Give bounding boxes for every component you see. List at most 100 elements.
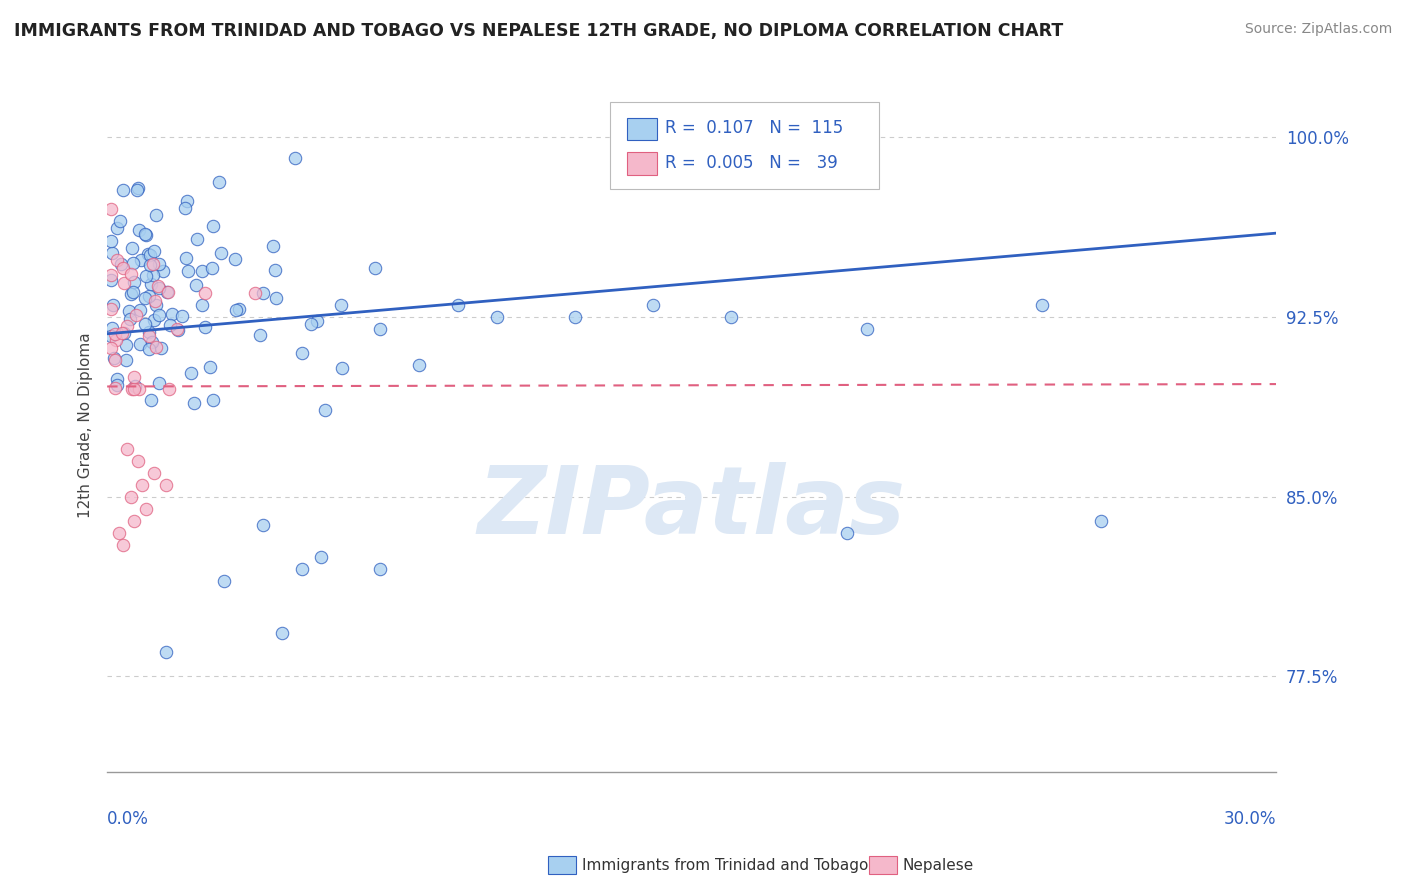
Point	[177, 263, 200, 277]
Point	[307, 314, 329, 328]
Point	[129, 253, 152, 268]
Point	[856, 322, 879, 336]
Point	[100, 328, 122, 343]
Point	[101, 297, 124, 311]
Point	[101, 245, 124, 260]
Point	[155, 645, 177, 659]
Point	[1031, 298, 1053, 312]
Text: Source: ZipAtlas.com: Source: ZipAtlas.com	[1244, 22, 1392, 37]
Point	[114, 338, 136, 352]
Point	[641, 298, 664, 312]
Point	[364, 261, 387, 276]
Point	[252, 518, 274, 533]
Point	[209, 246, 232, 260]
Point	[245, 286, 267, 301]
Point	[148, 257, 170, 271]
Point	[176, 194, 198, 209]
Point	[142, 244, 165, 259]
Point	[174, 251, 197, 265]
Point	[329, 298, 352, 312]
Point	[142, 256, 165, 270]
Point	[191, 298, 214, 312]
Text: ZIPatlas: ZIPatlas	[478, 462, 905, 554]
FancyBboxPatch shape	[627, 153, 657, 175]
Point	[368, 322, 391, 336]
Point	[148, 278, 170, 293]
Point	[186, 278, 208, 293]
Point	[837, 525, 859, 540]
Point	[138, 342, 160, 356]
Point	[112, 277, 135, 291]
Point	[1090, 514, 1112, 528]
Point	[564, 310, 586, 324]
Point	[139, 393, 162, 408]
Point	[122, 256, 145, 270]
Point	[264, 262, 287, 277]
Text: 0.0%: 0.0%	[107, 810, 149, 829]
Point	[139, 248, 162, 262]
FancyBboxPatch shape	[627, 118, 657, 140]
Point	[408, 358, 430, 372]
Point	[160, 306, 183, 320]
Point	[111, 326, 134, 340]
Point	[143, 313, 166, 327]
Point	[120, 490, 142, 504]
Point	[127, 454, 149, 468]
Point	[201, 261, 224, 276]
Point	[183, 396, 205, 410]
Point	[138, 325, 160, 339]
Point	[111, 538, 134, 552]
Point	[115, 319, 138, 334]
Point	[104, 352, 127, 367]
Point	[152, 263, 174, 277]
Point	[122, 382, 145, 396]
Point	[138, 329, 160, 343]
Point	[104, 326, 127, 341]
Point	[485, 310, 508, 324]
Point	[193, 286, 215, 301]
Point	[101, 321, 124, 335]
Point	[120, 267, 142, 281]
Point	[173, 201, 195, 215]
Point	[134, 291, 156, 305]
Point	[134, 318, 156, 332]
Point	[330, 360, 353, 375]
Point	[108, 525, 131, 540]
Point	[134, 227, 156, 242]
Point	[104, 381, 127, 395]
Point	[118, 311, 141, 326]
Point	[208, 175, 231, 189]
Point	[138, 289, 160, 303]
Point	[150, 342, 173, 356]
Point	[314, 403, 336, 417]
Point	[105, 252, 128, 267]
Point	[145, 208, 167, 222]
Point	[135, 228, 157, 243]
Point	[100, 268, 122, 283]
Point	[136, 247, 159, 261]
Text: Nepalese: Nepalese	[903, 858, 974, 872]
Point	[100, 302, 122, 317]
Point	[128, 336, 150, 351]
Point	[225, 302, 247, 317]
Point	[141, 277, 163, 291]
Text: R =  0.107   N =  115: R = 0.107 N = 115	[665, 120, 844, 137]
Point	[212, 574, 235, 588]
Point	[271, 626, 294, 640]
Text: IMMIGRANTS FROM TRINIDAD AND TOBAGO VS NEPALESE 12TH GRADE, NO DIPLOMA CORRELATI: IMMIGRANTS FROM TRINIDAD AND TOBAGO VS N…	[14, 22, 1063, 40]
Point	[120, 286, 142, 301]
Point	[107, 220, 129, 235]
Point	[142, 466, 165, 480]
Point	[115, 353, 138, 368]
Point	[100, 273, 122, 287]
Point	[100, 202, 122, 217]
Point	[284, 151, 307, 165]
Text: 30.0%: 30.0%	[1223, 810, 1277, 829]
Point	[224, 252, 246, 267]
FancyBboxPatch shape	[610, 102, 879, 188]
Point	[128, 303, 150, 318]
Point	[180, 366, 202, 380]
Point	[368, 561, 391, 575]
Point	[121, 382, 143, 396]
Point	[148, 376, 170, 390]
